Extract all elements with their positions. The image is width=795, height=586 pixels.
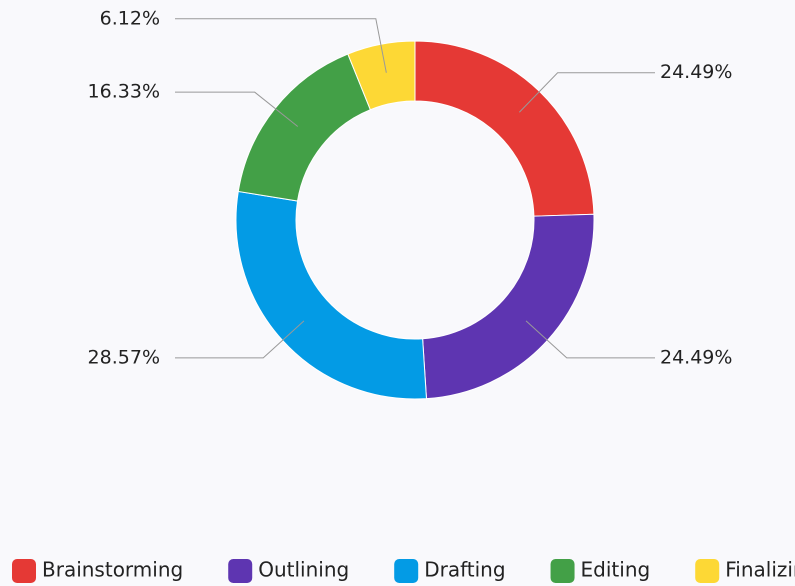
legend-label: Finalizing — [725, 558, 795, 582]
legend-label: Outlining — [258, 558, 349, 582]
leader-line — [175, 18, 387, 73]
legend-swatch — [550, 559, 575, 583]
legend-label: Drafting — [424, 558, 505, 582]
donut-slice — [235, 190, 427, 400]
donut-slice — [414, 40, 595, 217]
donut-slice — [237, 53, 372, 202]
legend-label: Editing — [581, 558, 651, 582]
leader-line — [525, 320, 655, 359]
legend-swatch — [228, 559, 253, 583]
legend-swatch — [12, 559, 36, 583]
leader-line — [518, 72, 655, 113]
data-label: 24.49% — [660, 346, 732, 368]
legend-swatch — [695, 559, 720, 583]
data-label: 24.49% — [660, 61, 732, 83]
legend-swatch — [394, 559, 419, 583]
data-label: 16.33% — [88, 81, 160, 103]
data-label: 6.12% — [100, 7, 160, 29]
donut-slice — [422, 213, 595, 400]
data-label: 28.57% — [88, 346, 160, 368]
legend-label: Brainstorming — [42, 558, 183, 582]
donut-slice — [347, 40, 416, 111]
leader-line — [175, 91, 299, 127]
leader-line — [175, 320, 305, 359]
